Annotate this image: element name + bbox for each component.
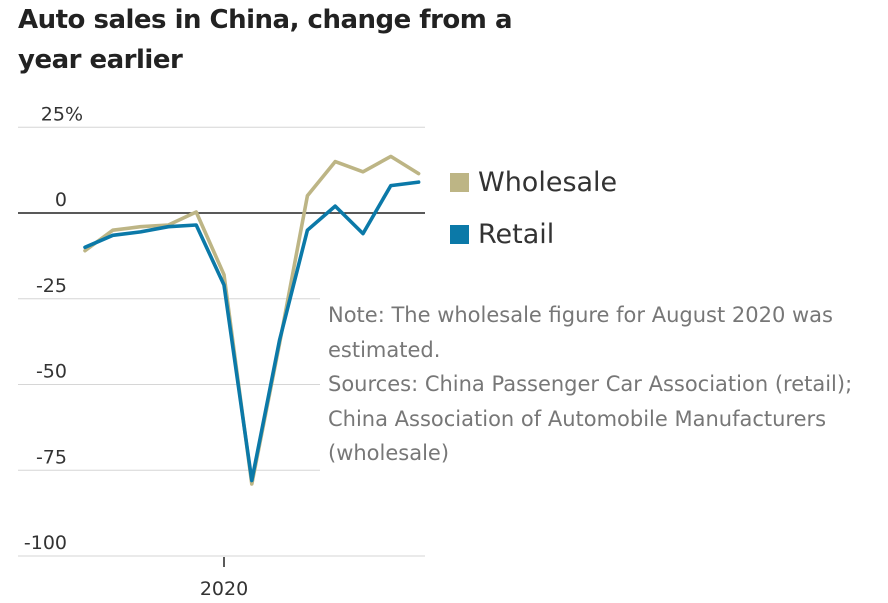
x-axis: 2020 — [200, 557, 248, 600]
y-tick-label: 25% — [41, 103, 83, 125]
legend-item-retail: Retail — [450, 208, 617, 260]
legend-label: Wholesale — [478, 166, 618, 198]
series-lines — [83, 154, 421, 486]
note-text: Note: The wholesale figure for August 20… — [328, 303, 833, 362]
legend: Wholesale Retail — [450, 156, 617, 260]
y-tick-label: -50 — [36, 361, 67, 383]
chart-title: Auto sales in China, change from a year … — [18, 5, 513, 75]
y-tick-label: -100 — [24, 532, 67, 554]
x-tick-label: 2020 — [200, 578, 248, 600]
legend-swatch — [450, 224, 469, 244]
y-tick-label: 0 — [55, 189, 67, 211]
legend-label: Retail — [478, 218, 555, 250]
sources-text: Sources: China Passenger Car Association… — [328, 372, 853, 465]
series-line-wholesale — [83, 154, 421, 486]
legend-swatch — [450, 172, 469, 192]
y-tick-label: -75 — [36, 446, 67, 468]
legend-item-wholesale: Wholesale — [450, 156, 617, 208]
chart-notes: Note: The wholesale figure for August 20… — [328, 298, 888, 471]
series-line-retail — [83, 180, 421, 483]
y-tick-label: -25 — [36, 275, 67, 297]
y-axis-labels: 25% 0 -25 -50 -75 -100 — [24, 103, 83, 554]
